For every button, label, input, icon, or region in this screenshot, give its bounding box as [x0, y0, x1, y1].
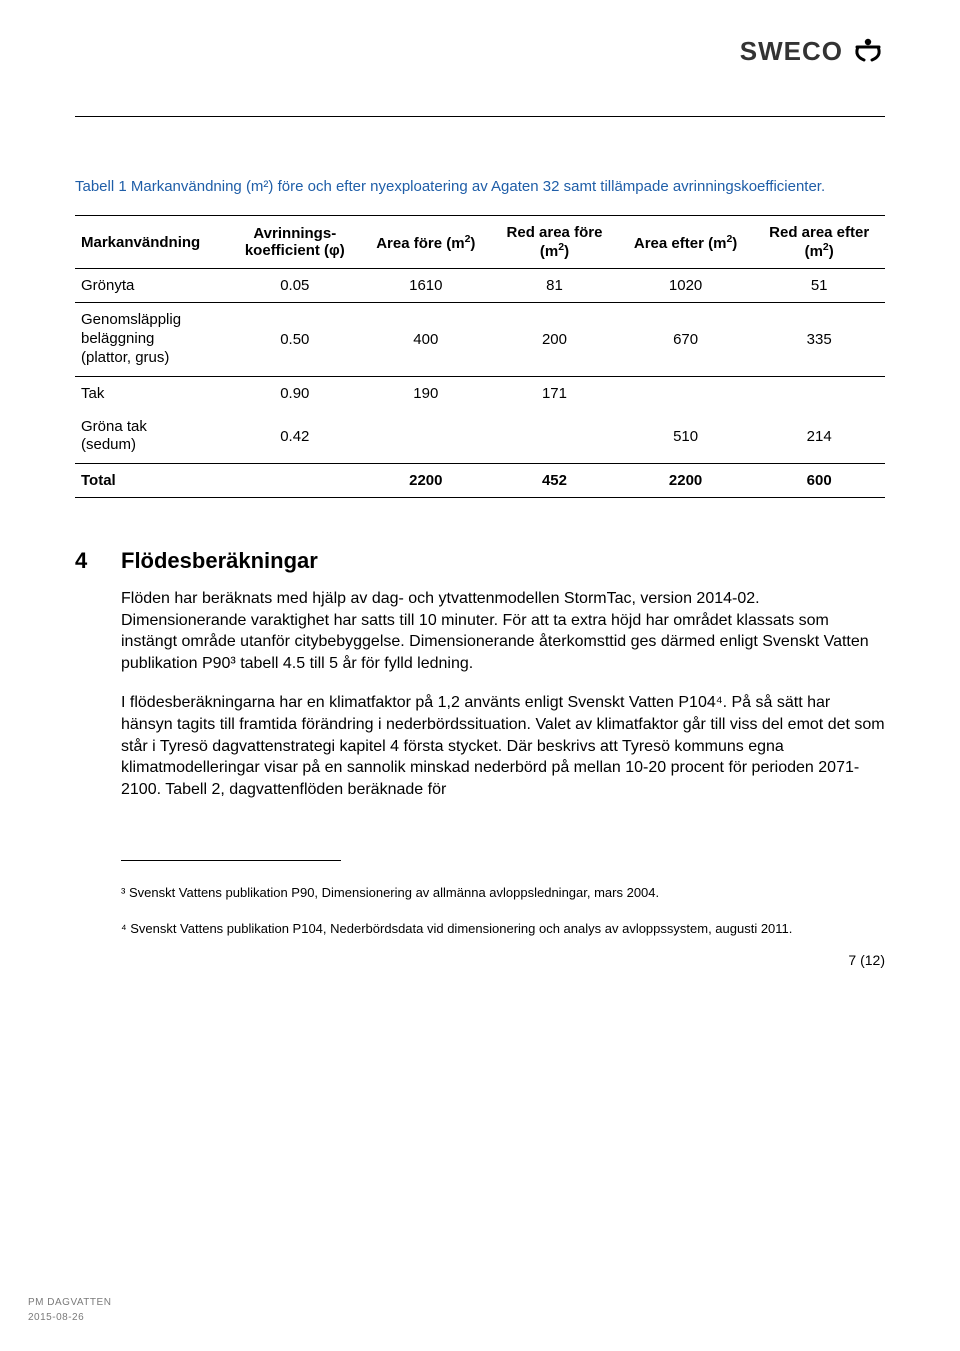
cell — [361, 410, 492, 464]
logo-text: SWECO — [740, 36, 843, 67]
cell: 0.42 — [229, 410, 360, 464]
col-red-fore: Red area före(m2) — [491, 216, 618, 269]
cell — [618, 376, 754, 410]
cell: 200 — [491, 303, 618, 376]
cell: 0.05 — [229, 269, 360, 303]
row-label: Tak — [75, 376, 229, 410]
footer-title: PM DAGVATTEN — [28, 1297, 111, 1308]
cell: 81 — [491, 269, 618, 303]
col-red-efter: Red area efter(m2) — [753, 216, 885, 269]
row-label: Gröna tak(sedum) — [75, 410, 229, 464]
col-koefficient: Avrinnings-koefficient (φ) — [229, 216, 360, 269]
paragraph: I flödesberäkningarna har en klimatfakto… — [121, 692, 885, 800]
cell: 400 — [361, 303, 492, 376]
table-header-row: Markanvändning Avrinnings-koefficient (φ… — [75, 216, 885, 269]
table-row: Grönyta 0.05 1610 81 1020 51 — [75, 269, 885, 303]
row-label: Genomsläppligbeläggning(plattor, grus) — [75, 303, 229, 376]
logo: SWECO — [740, 34, 885, 68]
table-row: Genomsläppligbeläggning(plattor, grus) 0… — [75, 303, 885, 376]
table-caption: Tabell 1 Markanvändning (m²) före och ef… — [75, 177, 885, 197]
footnote: ³ Svenskt Vattens publikation P90, Dimen… — [121, 881, 885, 904]
section-heading: 4 Flödesberäkningar — [75, 548, 885, 574]
col-markanvandning: Markanvändning — [75, 216, 229, 269]
cell: 0.90 — [229, 376, 360, 410]
paragraph: Flöden har beräknats med hjälp av dag- o… — [121, 588, 885, 674]
cell: 510 — [618, 410, 754, 464]
cell — [753, 376, 885, 410]
cell: 670 — [618, 303, 754, 376]
footer-meta: PM DAGVATTEN 2015-08-26 — [28, 1297, 111, 1327]
cell: 452 — [491, 464, 618, 498]
cell: 1020 — [618, 269, 754, 303]
footnote-separator — [121, 860, 341, 861]
cell — [491, 410, 618, 464]
cell: 2200 — [361, 464, 492, 498]
logo-icon — [851, 34, 885, 68]
cell: 51 — [753, 269, 885, 303]
body-content: Flöden har beräknats med hjälp av dag- o… — [121, 588, 885, 800]
cell: 335 — [753, 303, 885, 376]
cell: 190 — [361, 376, 492, 410]
cell: 214 — [753, 410, 885, 464]
cell: 2200 — [618, 464, 754, 498]
page-number: 7 (12) — [75, 952, 885, 968]
cell: 171 — [491, 376, 618, 410]
table-row: Tak 0.90 190 171 — [75, 376, 885, 410]
header-rule — [75, 116, 885, 117]
table-total-row: Total 2200 452 2200 600 — [75, 464, 885, 498]
section-title: Flödesberäkningar — [121, 548, 318, 574]
cell — [229, 464, 360, 498]
data-table: Markanvändning Avrinnings-koefficient (φ… — [75, 215, 885, 498]
col-area-fore: Area före (m2) — [361, 216, 492, 269]
total-label: Total — [75, 464, 229, 498]
table-row: Gröna tak(sedum) 0.42 510 214 — [75, 410, 885, 464]
page: SWECO Tabell 1 Markanvändning (m²) före … — [0, 0, 960, 1351]
section-number: 4 — [75, 548, 93, 574]
cell: 0.50 — [229, 303, 360, 376]
cell: 1610 — [361, 269, 492, 303]
cell: 600 — [753, 464, 885, 498]
col-area-efter: Area efter (m2) — [618, 216, 754, 269]
footnote: ⁴ Svenskt Vattens publikation P104, Nede… — [121, 917, 885, 940]
footer-date: 2015-08-26 — [28, 1312, 111, 1323]
row-label: Grönyta — [75, 269, 229, 303]
